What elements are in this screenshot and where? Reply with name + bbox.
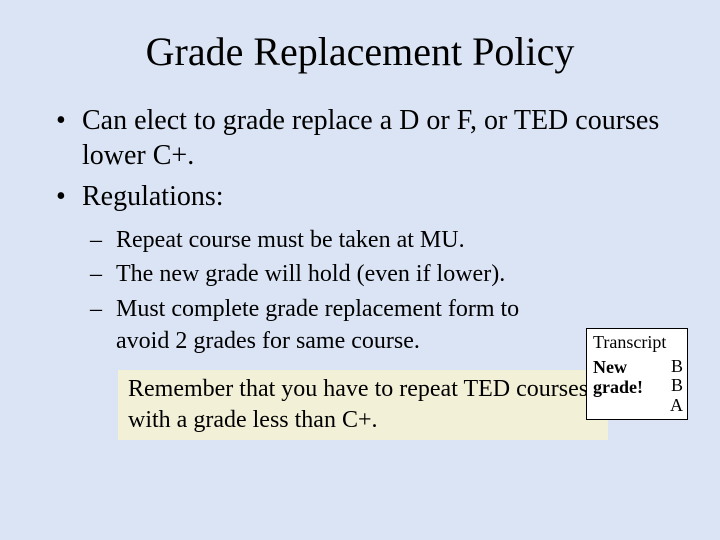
sub-bullet-item: The new grade will hold (even if lower).: [82, 258, 672, 290]
label-line: New: [593, 357, 627, 377]
bullet-item: Regulations: Repeat course must be taken…: [48, 179, 672, 358]
reminder-callout: Remember that you have to repeat TED cou…: [118, 370, 608, 440]
bullet-text: Can elect to grade replace a D or F, or …: [82, 105, 659, 171]
slide-title: Grade Replacement Policy: [48, 28, 672, 75]
sub-bullet-item: Must complete grade replacement form to …: [82, 293, 672, 358]
grade-value: A: [670, 395, 683, 415]
sub-bullet-text: Repeat course must be taken at MU.: [116, 227, 465, 253]
grade-list: B B A: [670, 357, 683, 416]
label-line: grade!: [593, 377, 643, 397]
sub-bullet-item: Repeat course must be taken at MU.: [82, 224, 672, 256]
sub-bullet-list: Repeat course must be taken at MU. The n…: [82, 224, 672, 358]
grade-value: B: [671, 356, 683, 376]
sub-bullet-text: Must complete grade replacement form to …: [116, 296, 519, 354]
grade-value: B: [671, 375, 683, 395]
bullet-item: Can elect to grade replace a D or F, or …: [48, 103, 672, 173]
main-bullet-list: Can elect to grade replace a D or F, or …: [48, 103, 672, 358]
slide: Grade Replacement Policy Can elect to gr…: [0, 0, 720, 540]
sub-bullet-text: The new grade will hold (even if lower).: [116, 261, 505, 287]
transcript-header: Transcript: [593, 332, 683, 353]
bullet-text: Regulations:: [82, 181, 224, 212]
transcript-box: Transcript New grade! B B A: [586, 328, 688, 420]
reminder-text: Remember that you have to repeat TED cou…: [128, 376, 588, 433]
new-grade-label: New grade!: [593, 357, 643, 398]
transcript-row: New grade! B B A: [593, 357, 683, 416]
